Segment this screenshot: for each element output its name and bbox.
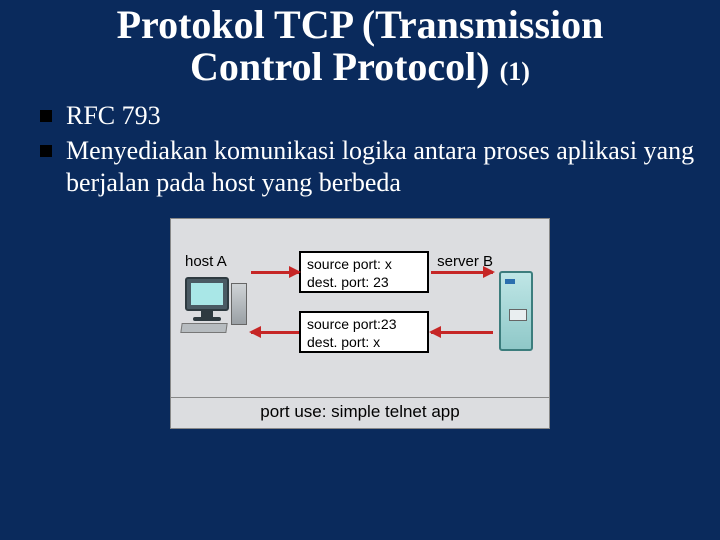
arrow-right-icon <box>251 271 299 274</box>
packet-outgoing: source port: x dest. port: 23 <box>299 251 429 293</box>
packet-dst: dest. port: x <box>307 333 421 351</box>
bullet-text: Menyediakan komunikasi logika antara pro… <box>66 135 702 200</box>
bullet-text: RFC 793 <box>66 100 161 133</box>
arrow-right-icon <box>431 271 493 274</box>
title-line2: Control Protocol) (1) <box>0 46 720 88</box>
monitor-base-icon <box>193 317 221 321</box>
slide-title: Protokol TCP (Transmission Control Proto… <box>0 0 720 88</box>
packet-src: source port: x <box>307 255 421 273</box>
packet-incoming: source port:23 dest. port: x <box>299 311 429 353</box>
host-a-label: host A <box>185 253 227 270</box>
arrow-left-icon <box>431 331 493 334</box>
diagram-panel: host A server B source port: x dest. por… <box>170 218 550 398</box>
monitor-stand-icon <box>201 311 213 317</box>
square-bullet-icon <box>40 145 52 157</box>
monitor-icon <box>185 277 229 311</box>
tcp-port-diagram: host A server B source port: x dest. por… <box>170 218 550 429</box>
bullet-list: RFC 793 Menyediakan komunikasi logika an… <box>0 88 720 200</box>
packet-src: source port:23 <box>307 315 421 333</box>
title-line1: Protokol TCP (Transmission <box>0 4 720 46</box>
pc-tower-icon <box>231 283 247 325</box>
keyboard-icon <box>180 323 227 333</box>
bullet-item: Menyediakan komunikasi logika antara pro… <box>40 135 702 200</box>
bullet-item: RFC 793 <box>40 100 702 133</box>
host-a-icon <box>179 277 249 337</box>
server-b-icon <box>499 271 533 351</box>
title-line2-main: Control Protocol) <box>190 44 490 89</box>
arrow-left-icon <box>251 331 299 334</box>
packet-dst: dest. port: 23 <box>307 273 421 291</box>
title-line2-sub: (1) <box>500 57 530 86</box>
diagram-caption: port use: simple telnet app <box>170 398 550 429</box>
square-bullet-icon <box>40 110 52 122</box>
